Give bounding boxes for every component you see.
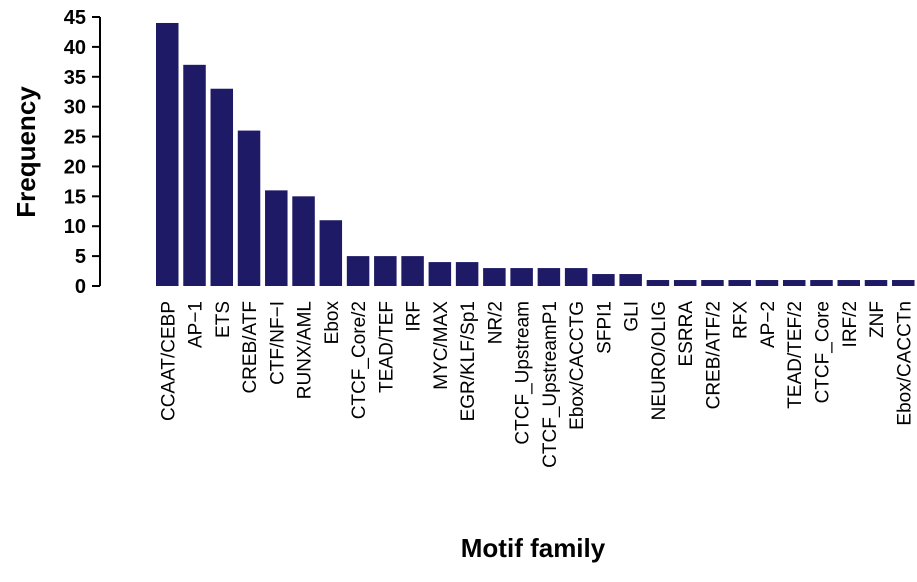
- bars-group: [156, 22, 915, 286]
- x-tick-label-24: CTCF_Core: [812, 301, 833, 403]
- x-tick-labels: CCAAT/CEBP AP−1 ETS CREB/ATF CTF/NF−I RUNX/AM…: [158, 301, 915, 468]
- x-tick-label-7: CTCF_Core/2: [349, 301, 370, 419]
- x-tick-label-18: NEURO/OLIG: [649, 301, 670, 420]
- y-tick-label-9: 45: [64, 7, 86, 29]
- x-tick-label-3: CREB/ATF: [240, 301, 261, 394]
- bar-6: [319, 220, 343, 286]
- bar-9: [401, 256, 424, 286]
- x-tick-label-11: EGR/KLF/Sp1: [458, 301, 479, 421]
- y-axis-title: Frequency: [11, 86, 41, 218]
- y-tick-label-0: 0: [75, 276, 86, 298]
- x-tick-label-9: IRF: [404, 301, 425, 332]
- bar-8: [374, 256, 397, 286]
- bar-10: [428, 262, 452, 286]
- bar-2: [210, 88, 234, 286]
- x-tick-label-4: CTF/NF−I: [267, 301, 288, 385]
- bar-14: [537, 268, 561, 286]
- bar-4: [265, 190, 288, 286]
- bar-26: [864, 280, 888, 286]
- y-tick-label-6: 30: [64, 97, 86, 119]
- x-tick-label-25: IRF/2: [840, 301, 861, 347]
- x-tick-label-10: MYC/MAX: [431, 301, 452, 390]
- x-tick-label-5: RUNX/AML: [295, 301, 316, 399]
- bar-15: [564, 268, 588, 286]
- x-tick-label-20: CREB/ATF/2: [703, 301, 724, 409]
- x-tick-label-6: Ebox: [322, 301, 343, 345]
- bar-22: [755, 280, 779, 286]
- x-tick-label-26: ZNF: [867, 301, 888, 338]
- y-tick-label-7: 35: [64, 67, 86, 89]
- bar-1: [183, 64, 206, 286]
- bar-21: [728, 280, 751, 286]
- bar-5: [292, 196, 315, 286]
- bar-27: [892, 280, 915, 286]
- x-tick-label-21: RFX: [731, 301, 752, 339]
- bar-23: [782, 280, 806, 286]
- y-tick-label-2: 10: [64, 216, 86, 238]
- x-axis-title: Motif family: [461, 533, 606, 563]
- bar-7: [346, 256, 370, 286]
- y-tick-label-4: 20: [64, 156, 86, 178]
- x-tick-label-14: CTCF_UpstreamP1: [540, 301, 561, 468]
- x-tick-label-16: SFPI1: [594, 301, 615, 354]
- bar-24: [810, 280, 833, 286]
- bar-20: [701, 280, 724, 286]
- x-tick-label-1: AP−1: [186, 301, 207, 348]
- y-tick-label-3: 15: [64, 186, 86, 208]
- x-tick-label-12: NR/2: [485, 301, 506, 344]
- bar-0: [156, 22, 179, 286]
- bar-17: [619, 274, 642, 286]
- x-tick-label-23: TEAD/TEF/2: [785, 301, 806, 409]
- bar-11: [455, 262, 479, 286]
- bar-19: [673, 280, 697, 286]
- bar-16: [592, 274, 615, 286]
- x-tick-label-19: ESRRA: [676, 301, 697, 367]
- y-axis: 0 5 10 15 20 25 30 35 40 45: [64, 7, 101, 298]
- x-tick-label-27: Ebox/CACCTn: [894, 301, 915, 426]
- bar-13: [510, 268, 533, 286]
- x-tick-label-0: CCAAT/CEBP: [158, 301, 179, 421]
- x-tick-label-13: CTCF_Upstream: [513, 301, 534, 445]
- bar-12: [483, 268, 506, 286]
- x-tick-label-17: GLI: [622, 301, 643, 332]
- x-tick-label-15: Ebox/CACCTG: [567, 301, 588, 430]
- bar-18: [646, 280, 670, 286]
- x-tick-label-22: AP−2: [758, 301, 779, 348]
- y-tick-label-8: 40: [64, 37, 86, 59]
- y-tick-label-1: 5: [75, 246, 86, 268]
- x-tick-label-2: ETS: [213, 301, 234, 338]
- x-tick-label-8: TEAD/TEF: [376, 301, 397, 393]
- y-tick-label-5: 25: [64, 127, 86, 149]
- bar-25: [837, 280, 860, 286]
- bar-3: [237, 130, 261, 286]
